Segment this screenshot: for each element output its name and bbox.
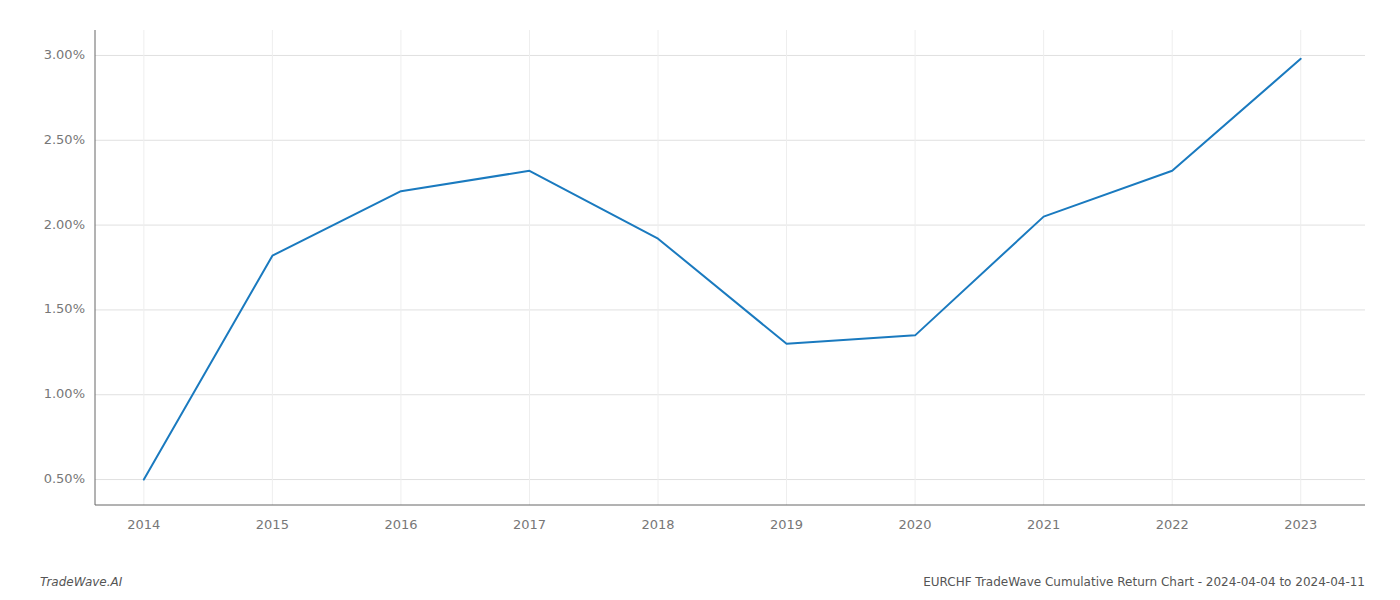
x-tick-label: 2020 xyxy=(899,517,932,532)
line xyxy=(144,59,1301,480)
plot-area xyxy=(144,59,1301,480)
x-tick-label: 2023 xyxy=(1284,517,1317,532)
x-grid-line xyxy=(1300,30,1301,505)
grid xyxy=(95,30,1365,505)
x-grid-line xyxy=(658,30,659,505)
title: EURCHF TradeWave Cumulative Return Chart… xyxy=(923,575,1365,589)
x-grid-line xyxy=(1043,30,1044,505)
y-tick-label: 0.50% xyxy=(44,471,85,486)
y-grid-line xyxy=(95,140,1365,141)
x-grid-line xyxy=(1172,30,1173,505)
x-tick-label: 2021 xyxy=(1027,517,1060,532)
x-tick-label: 2015 xyxy=(256,517,289,532)
y-tick-label: 1.50% xyxy=(44,301,85,316)
y-grid-line xyxy=(95,394,1365,395)
annotation: TradeWave.AI xyxy=(40,575,123,589)
x-grid-line xyxy=(529,30,530,505)
tick-labels: 0.50% 1.00% 1.50% 2.00% 2.50% 3.00% 2014 2015 20… xyxy=(44,47,1318,532)
x-grid-line xyxy=(400,30,401,505)
x-tick-label: 2014 xyxy=(127,517,160,532)
y-grid-line xyxy=(95,309,1365,310)
y-tick-label: 3.00% xyxy=(44,47,85,62)
y-tick-label: 1.00% xyxy=(44,386,85,401)
y-grid-line xyxy=(95,55,1365,56)
y-tick-label: 2.50% xyxy=(44,132,85,147)
x-grid-line xyxy=(915,30,916,505)
x-tick-label: 2022 xyxy=(1156,517,1189,532)
x-tick-label: 2017 xyxy=(513,517,546,532)
x-grid-line xyxy=(143,30,144,505)
y-grid-line xyxy=(95,225,1365,226)
x-tick-label: 2016 xyxy=(384,517,417,532)
x-axis-line xyxy=(95,505,1365,506)
x-tick-label: 2019 xyxy=(770,517,803,532)
x-tick-label: 2018 xyxy=(641,517,674,532)
chart: 0.50% 1.00% 1.50% 2.00% 2.50% 3.00% 2014 2015 20… xyxy=(0,0,1400,600)
y-axis-line xyxy=(95,30,96,505)
y-tick-label: 2.00% xyxy=(44,217,85,232)
x-grid-line xyxy=(786,30,787,505)
y-grid-line xyxy=(95,479,1365,480)
x-grid-line xyxy=(272,30,273,505)
